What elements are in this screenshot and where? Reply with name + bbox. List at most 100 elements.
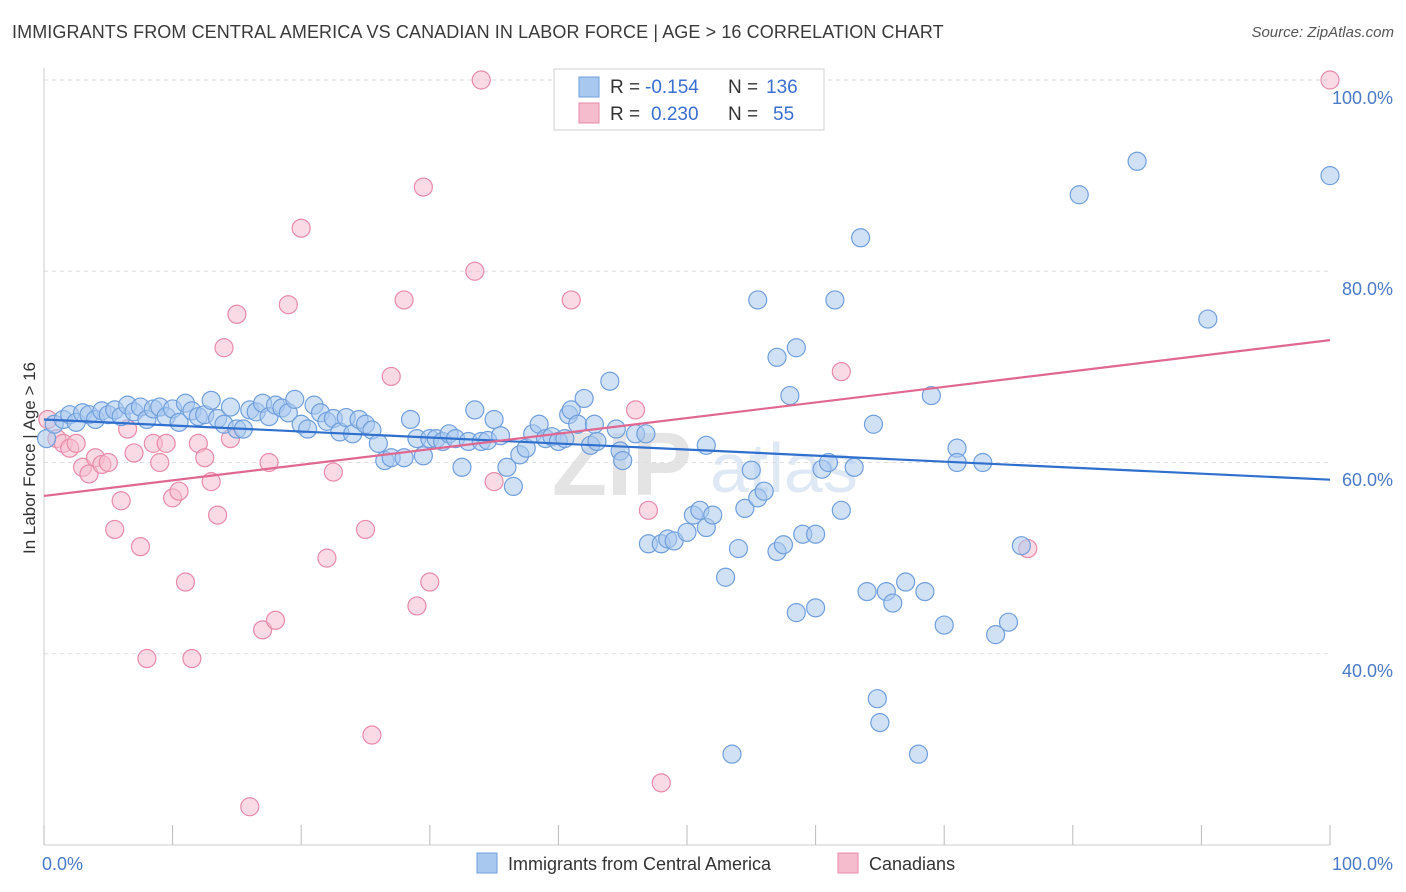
y-tick-40: 40.0% [1342,661,1393,681]
legend-n-label-1: N = [728,77,758,98]
bottom-legend-series2: Canadians [869,854,955,874]
central-america-point [400,409,421,430]
central-america-point [1320,166,1340,186]
y-tick-60: 60.0% [1342,470,1393,490]
canadians-point [208,505,228,525]
canadians-point [156,433,176,453]
central-america-point [883,593,903,613]
central-america-point [452,457,472,477]
central-america-point [773,535,794,555]
legend-n-label-2: N = [728,104,758,125]
canadians-point [420,572,440,592]
canadians-point [98,452,118,473]
central-america-point [613,450,633,471]
canadians-point [150,452,170,473]
canadians-point [394,290,414,310]
central-america-point [600,371,620,391]
x-axis-ticks [43,825,1331,845]
central-america-point [844,457,864,477]
canadians-point [561,290,581,310]
central-america-point [368,433,388,453]
canadians-point [831,362,851,382]
canadians-point [1320,70,1340,90]
central-america-point [574,388,594,409]
bottom-swatch-blue [476,852,498,874]
central-america-point [1198,309,1218,329]
canadians-point [638,500,659,520]
canadians-point [651,773,671,793]
y-tick-100: 100.0% [1332,88,1393,108]
central-america-point [831,500,851,520]
canadians-point [214,338,234,358]
central-america-point [677,522,697,542]
central-america-point [767,347,787,367]
central-america-point [201,390,221,410]
canadians-point [291,218,311,238]
central-america-point [606,419,626,439]
canadians-point [124,443,144,463]
central-america-point [220,397,241,417]
central-america-point [921,385,941,406]
canadians-point [278,295,298,315]
central-america-point [780,385,800,406]
canadians-point [66,433,86,453]
central-america-point [735,498,755,518]
central-america-point [786,338,806,358]
canadians-point [227,304,247,324]
legend-n-value-2: 55 [773,104,794,125]
central-america-point [715,567,736,587]
central-america-point [587,431,607,452]
central-america-point [722,744,742,764]
canadians-point [182,648,202,669]
central-america-point [1011,536,1031,556]
central-america-point [857,581,877,602]
central-america-point [908,744,929,764]
central-america-point [298,419,318,439]
trend-lines [43,339,1331,498]
x-tick-0: 0.0% [42,854,83,874]
y-tick-80: 80.0% [1342,279,1393,299]
central-america-point [1069,185,1089,205]
legend-r-label-1: R = [610,77,640,98]
central-america-point [786,603,806,623]
central-america-point [998,612,1019,632]
canadians-point [253,620,273,640]
central-america-point [986,625,1006,645]
canadians-point [79,464,99,484]
canadians-point [413,177,433,197]
legend-r-value-1: -0.154 [645,77,699,98]
central-america-point [636,424,656,444]
central-america-point [805,598,826,618]
legend-swatch-pink [578,102,600,124]
central-america-point [867,689,887,709]
central-america-point [497,457,517,477]
central-america-point [728,538,749,559]
central-america-point [863,414,884,434]
stats-legend: R = -0.154 N = 136 R = 0.230 N = 55 [553,68,825,131]
central-america-point [285,389,305,409]
central-america-point [851,228,871,248]
central-america-point [818,452,839,473]
central-america-point [741,460,761,480]
central-america-point [1127,151,1147,171]
central-america-point [748,290,768,310]
central-america-point [825,290,845,310]
canadians-point [355,519,376,540]
central-america-point [754,481,774,501]
x-tick-100: 100.0% [1332,854,1393,874]
canadians-point [317,548,337,568]
central-america-point [934,615,954,635]
legend-r-value-2: 0.230 [651,104,699,125]
central-america-point [896,572,916,592]
central-america-point [503,476,523,497]
legend-n-value-1: 136 [766,77,798,98]
canadians-point [381,366,401,387]
central-america-point [805,524,826,544]
central-america-point [870,712,890,733]
central-america-point [465,400,485,420]
canadians-point [323,462,343,482]
canadians-point [175,572,196,592]
central-america-point [484,409,504,430]
canadians-point [465,261,485,281]
chart-title: IMMIGRANTS FROM CENTRAL AMERICA VS CANAD… [12,22,944,42]
